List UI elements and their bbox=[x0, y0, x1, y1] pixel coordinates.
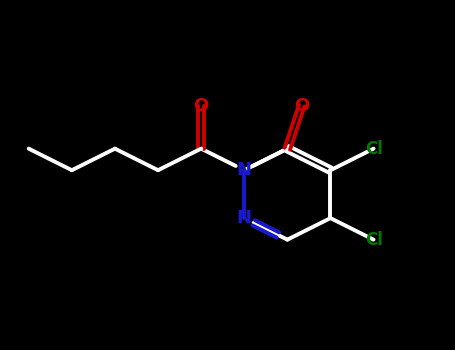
Text: O: O bbox=[294, 97, 309, 114]
Text: O: O bbox=[193, 97, 209, 114]
Text: N: N bbox=[237, 161, 252, 179]
Text: Cl: Cl bbox=[364, 140, 383, 158]
Text: Cl: Cl bbox=[364, 231, 383, 248]
Text: N: N bbox=[237, 209, 252, 227]
